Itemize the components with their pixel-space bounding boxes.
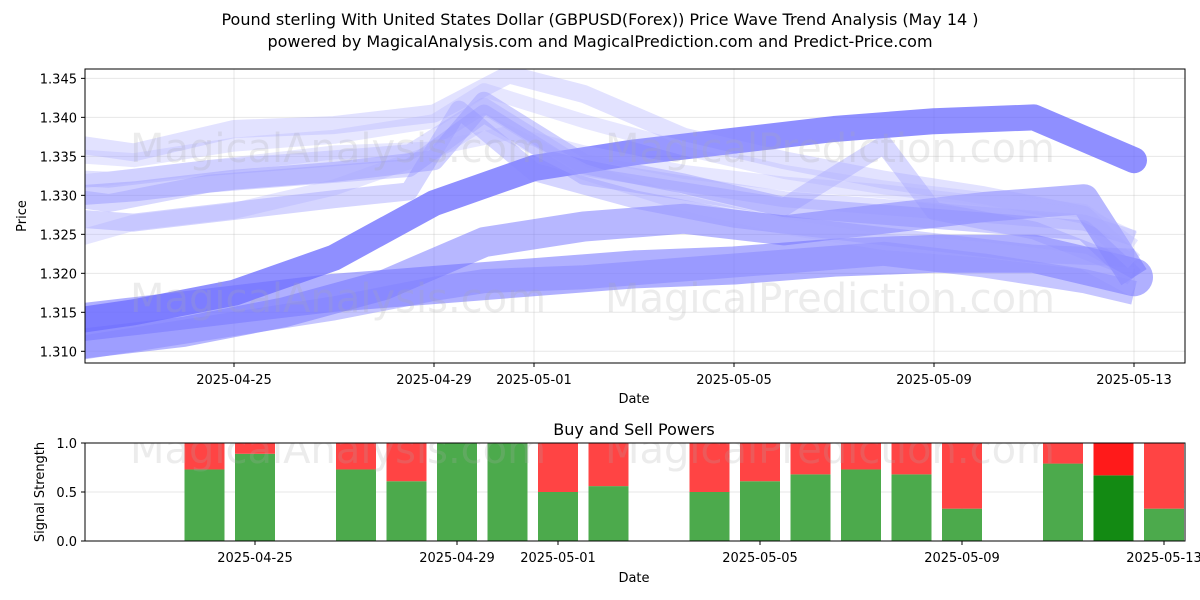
price-waves — [85, 69, 1153, 360]
sell-bar — [235, 443, 275, 454]
buy-sell-x-tick-label: 2025-05-05 — [722, 551, 798, 566]
buy-sell-x-tick-label: 2025-05-13 — [1126, 551, 1200, 566]
buy-bar — [487, 443, 528, 541]
price-x-tick-label: 2025-05-01 — [496, 373, 572, 388]
buy-bar — [841, 469, 881, 541]
buy-bar — [1144, 508, 1184, 541]
price-x-tick-label: 2025-04-29 — [396, 373, 472, 388]
chart-title: Pound sterling With United States Dollar… — [221, 10, 979, 29]
price-wave-line — [85, 97, 1137, 246]
buy-bar — [386, 481, 427, 541]
buy-bar — [1043, 463, 1083, 541]
buy-sell-x-tick-label: 2025-05-01 — [520, 551, 596, 566]
buy-sell-title: Buy and Sell Powers — [553, 420, 715, 439]
buy-sell-x-axis-label: Date — [618, 571, 649, 586]
price-wave-line — [85, 69, 1141, 269]
buy-bar — [336, 469, 376, 541]
price-wave-line — [85, 91, 1141, 285]
watermark-analysis-mid: MagicalAnalysis.com — [130, 276, 546, 322]
sell-bar — [841, 443, 881, 470]
price-y-ticks: 1.310 1.315 1.320 1.325 1.330 1.335 1.340 1.345 — [40, 72, 85, 360]
price-x-tick-label: 2025-05-13 — [1096, 373, 1172, 388]
buy-bar — [235, 453, 275, 541]
price-wave-line — [85, 234, 1153, 341]
price-y-tick-label: 1.315 — [40, 306, 77, 321]
price-wave-line — [85, 125, 1137, 245]
buy-sell-y-tick-label: 0.5 — [56, 486, 77, 501]
sell-bar — [740, 443, 780, 482]
sell-bar — [1144, 443, 1184, 509]
chart-subtitle: powered by MagicalAnalysis.com and Magic… — [267, 32, 933, 51]
watermark-analysis-bottom: MagicalAnalysis.com — [130, 427, 546, 473]
sell-bar — [1043, 443, 1083, 464]
watermark-analysis-top: MagicalAnalysis.com — [130, 126, 546, 172]
sell-bar — [790, 443, 831, 475]
buy-bar — [891, 474, 932, 541]
price-wave-line — [85, 83, 1139, 252]
buy-bar — [740, 481, 780, 541]
sell-bar — [538, 443, 578, 492]
watermark-prediction-mid: MagicalPrediction.com — [605, 276, 1055, 322]
sell-bar — [1093, 443, 1134, 476]
price-y-axis-label: Price — [15, 200, 30, 232]
buy-bar — [790, 474, 831, 541]
buy-sell-panel: Buy and Sell Powers MagicalAnalysis.com … — [33, 420, 1200, 586]
buy-sell-bars — [184, 443, 1184, 541]
buy-sell-watermarks: MagicalAnalysis.com MagicalPrediction.co… — [130, 427, 1055, 473]
price-x-axis-label: Date — [618, 392, 649, 407]
buy-bar — [689, 492, 730, 541]
sell-bar — [689, 443, 730, 492]
buy-bar — [538, 492, 578, 541]
buy-sell-y-tick-label: 1.0 — [56, 437, 77, 452]
price-wave-line — [85, 184, 1147, 359]
buy-sell-y-tick-label: 0.0 — [56, 535, 77, 550]
price-wave-line — [85, 100, 1135, 267]
price-y-tick-label: 1.320 — [40, 267, 77, 282]
buy-sell-y-ticks: 0.0 0.5 1.0 — [56, 437, 85, 550]
watermark-prediction-bottom: MagicalPrediction.com — [605, 427, 1055, 473]
sell-bar — [891, 443, 932, 475]
buy-bar — [1093, 475, 1134, 541]
buy-sell-x-tick-label: 2025-05-09 — [924, 551, 1000, 566]
price-y-tick-label: 1.330 — [40, 189, 77, 204]
buy-bar — [942, 508, 982, 541]
price-y-tick-label: 1.335 — [40, 150, 77, 165]
buy-sell-y-axis-label: Signal Strength — [33, 442, 48, 542]
price-y-tick-label: 1.310 — [40, 345, 77, 360]
price-x-tick-label: 2025-05-05 — [696, 373, 772, 388]
buy-sell-x-tick-label: 2025-04-29 — [419, 551, 495, 566]
sell-bar — [588, 443, 629, 487]
buy-bar — [588, 486, 629, 541]
sell-bar — [942, 443, 982, 509]
price-watermarks: MagicalAnalysis.com MagicalPrediction.co… — [130, 126, 1055, 322]
buy-sell-x-tick-label: 2025-04-25 — [217, 551, 293, 566]
watermark-prediction-top: MagicalPrediction.com — [605, 126, 1055, 172]
price-wave-line — [85, 104, 1138, 278]
price-y-tick-label: 1.340 — [40, 111, 77, 126]
price-x-tick-label: 2025-05-09 — [896, 373, 972, 388]
price-y-tick-label: 1.325 — [40, 228, 77, 243]
price-wave-line — [85, 241, 1137, 360]
sell-bar — [336, 443, 376, 470]
buy-bar — [184, 469, 225, 541]
sell-bar — [386, 443, 427, 482]
buy-sell-x-ticks: 2025-04-25 2025-04-29 2025-05-01 2025-05-05… — [217, 541, 1200, 566]
sell-bar — [184, 443, 225, 470]
price-wave-line — [85, 113, 1138, 296]
price-wave-panel: MagicalAnalysis.com MagicalPrediction.co… — [15, 68, 1186, 407]
price-axes-frame — [84, 68, 1186, 364]
price-y-tick-label: 1.345 — [40, 72, 77, 87]
buy-bar — [437, 443, 477, 541]
price-x-tick-label: 2025-04-25 — [196, 373, 272, 388]
price-x-ticks: 2025-04-25 2025-04-29 2025-05-01 2025-05-05… — [196, 363, 1172, 388]
